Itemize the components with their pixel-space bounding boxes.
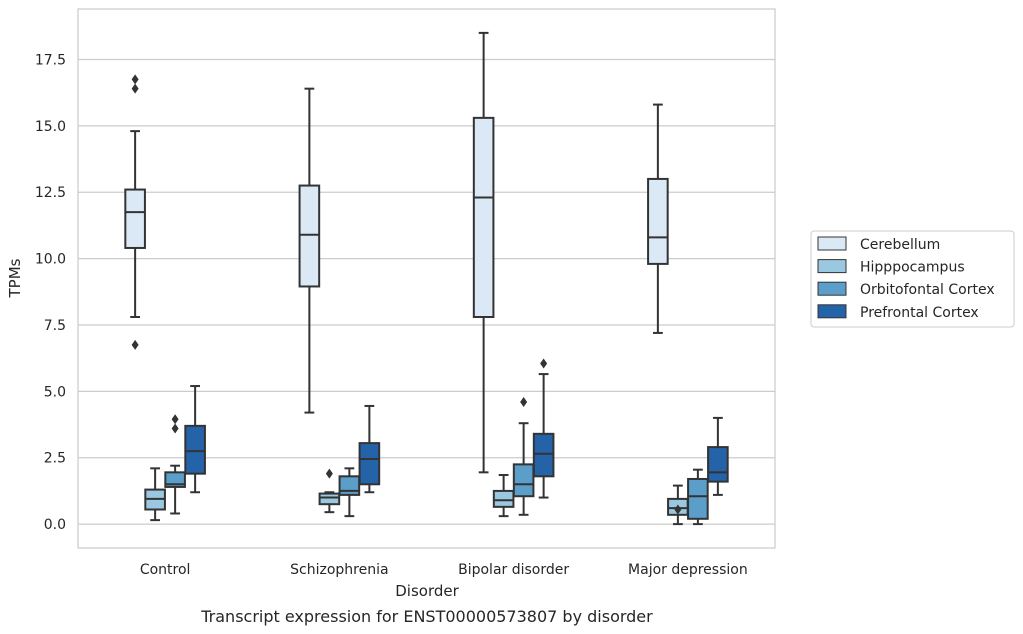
box-group [338,467,361,518]
box-group [707,416,729,496]
box-body [707,446,729,483]
y-tick-label: 0.0 [44,517,66,533]
box-body [532,432,555,478]
box-group [687,468,709,526]
outlier-point [131,74,139,85]
x-tick-label: Control [140,562,191,578]
legend-item: Hipppocampus [817,259,965,276]
outlier-point [325,468,333,479]
boxes [124,31,729,526]
box-group [184,385,206,494]
box-group [647,103,669,334]
box-body [492,489,515,508]
legend-frame [810,230,1015,328]
box-body [298,184,321,288]
box-group [164,414,186,515]
y-tick-label: 17.5 [35,52,66,68]
box-group [472,31,495,474]
outlier-point [171,423,179,434]
legend-item: Orbitofontal Cortex [817,281,995,298]
box-group [667,484,689,526]
outlier-point [540,358,548,369]
chart-caption: Transcript expression for ENST0000057380… [200,607,653,626]
y-tick-label: 12.5 [35,185,66,201]
outlier-point [520,396,528,407]
box-group [144,467,166,522]
y-tick-labels: 0.0 2.5 5.0 7.5 10.0 12.5 15.0 17.5 [35,52,66,533]
x-tick-label: Major depression [628,562,748,578]
legend-swatch [817,304,847,319]
box-body [512,463,535,498]
legend-swatch [817,236,847,251]
grid-lines [78,58,775,525]
box-body [358,442,381,486]
outlier-point [131,339,139,350]
y-tick-label: 5.0 [44,384,66,400]
box-body [338,475,361,496]
y-axis-label: TPMs [6,258,24,298]
box-body [318,492,341,506]
x-tick-label: Bipolar disorder [458,562,569,578]
legend-swatch [817,259,847,274]
legend: Cerebellum Hipppocampus Orbitofontal Corte… [810,230,1015,328]
box-body [124,188,146,249]
legend-items: Cerebellum Hipppocampus Orbitofontal Corte… [817,236,995,321]
box-group [532,358,555,499]
legend-label: Hipppocampus [860,260,965,276]
box-group [124,74,146,350]
outlier-point [674,504,682,515]
legend-label: Orbitofontal Cortex [860,282,995,298]
outlier-point [131,83,139,94]
y-tick-label: 2.5 [44,451,66,467]
plot-frame [77,8,776,549]
box-group [298,87,321,414]
y-tick-label: 15.0 [35,119,66,135]
box-body [647,177,669,265]
legend-swatch [817,281,847,296]
outlier-point [171,414,179,425]
box-body [184,424,206,475]
box-body [687,477,709,520]
box-group [318,468,341,514]
x-tick-labels: Control Schizophrenia Bipolar disorder Majo… [140,562,748,578]
legend-item: Prefrontal Cortex [817,304,979,321]
legend-label: Cerebellum [860,237,940,253]
box-group [358,404,381,494]
y-tick-label: 7.5 [44,318,66,334]
box-body [472,116,495,318]
x-axis-label: Disorder [395,582,459,600]
box-group [512,396,535,516]
x-tick-label: Schizophrenia [290,562,388,578]
y-tick-label: 10.0 [35,252,66,268]
legend-item: Cerebellum [817,236,940,253]
legend-label: Prefrontal Cortex [860,305,979,321]
box-group [492,473,515,518]
